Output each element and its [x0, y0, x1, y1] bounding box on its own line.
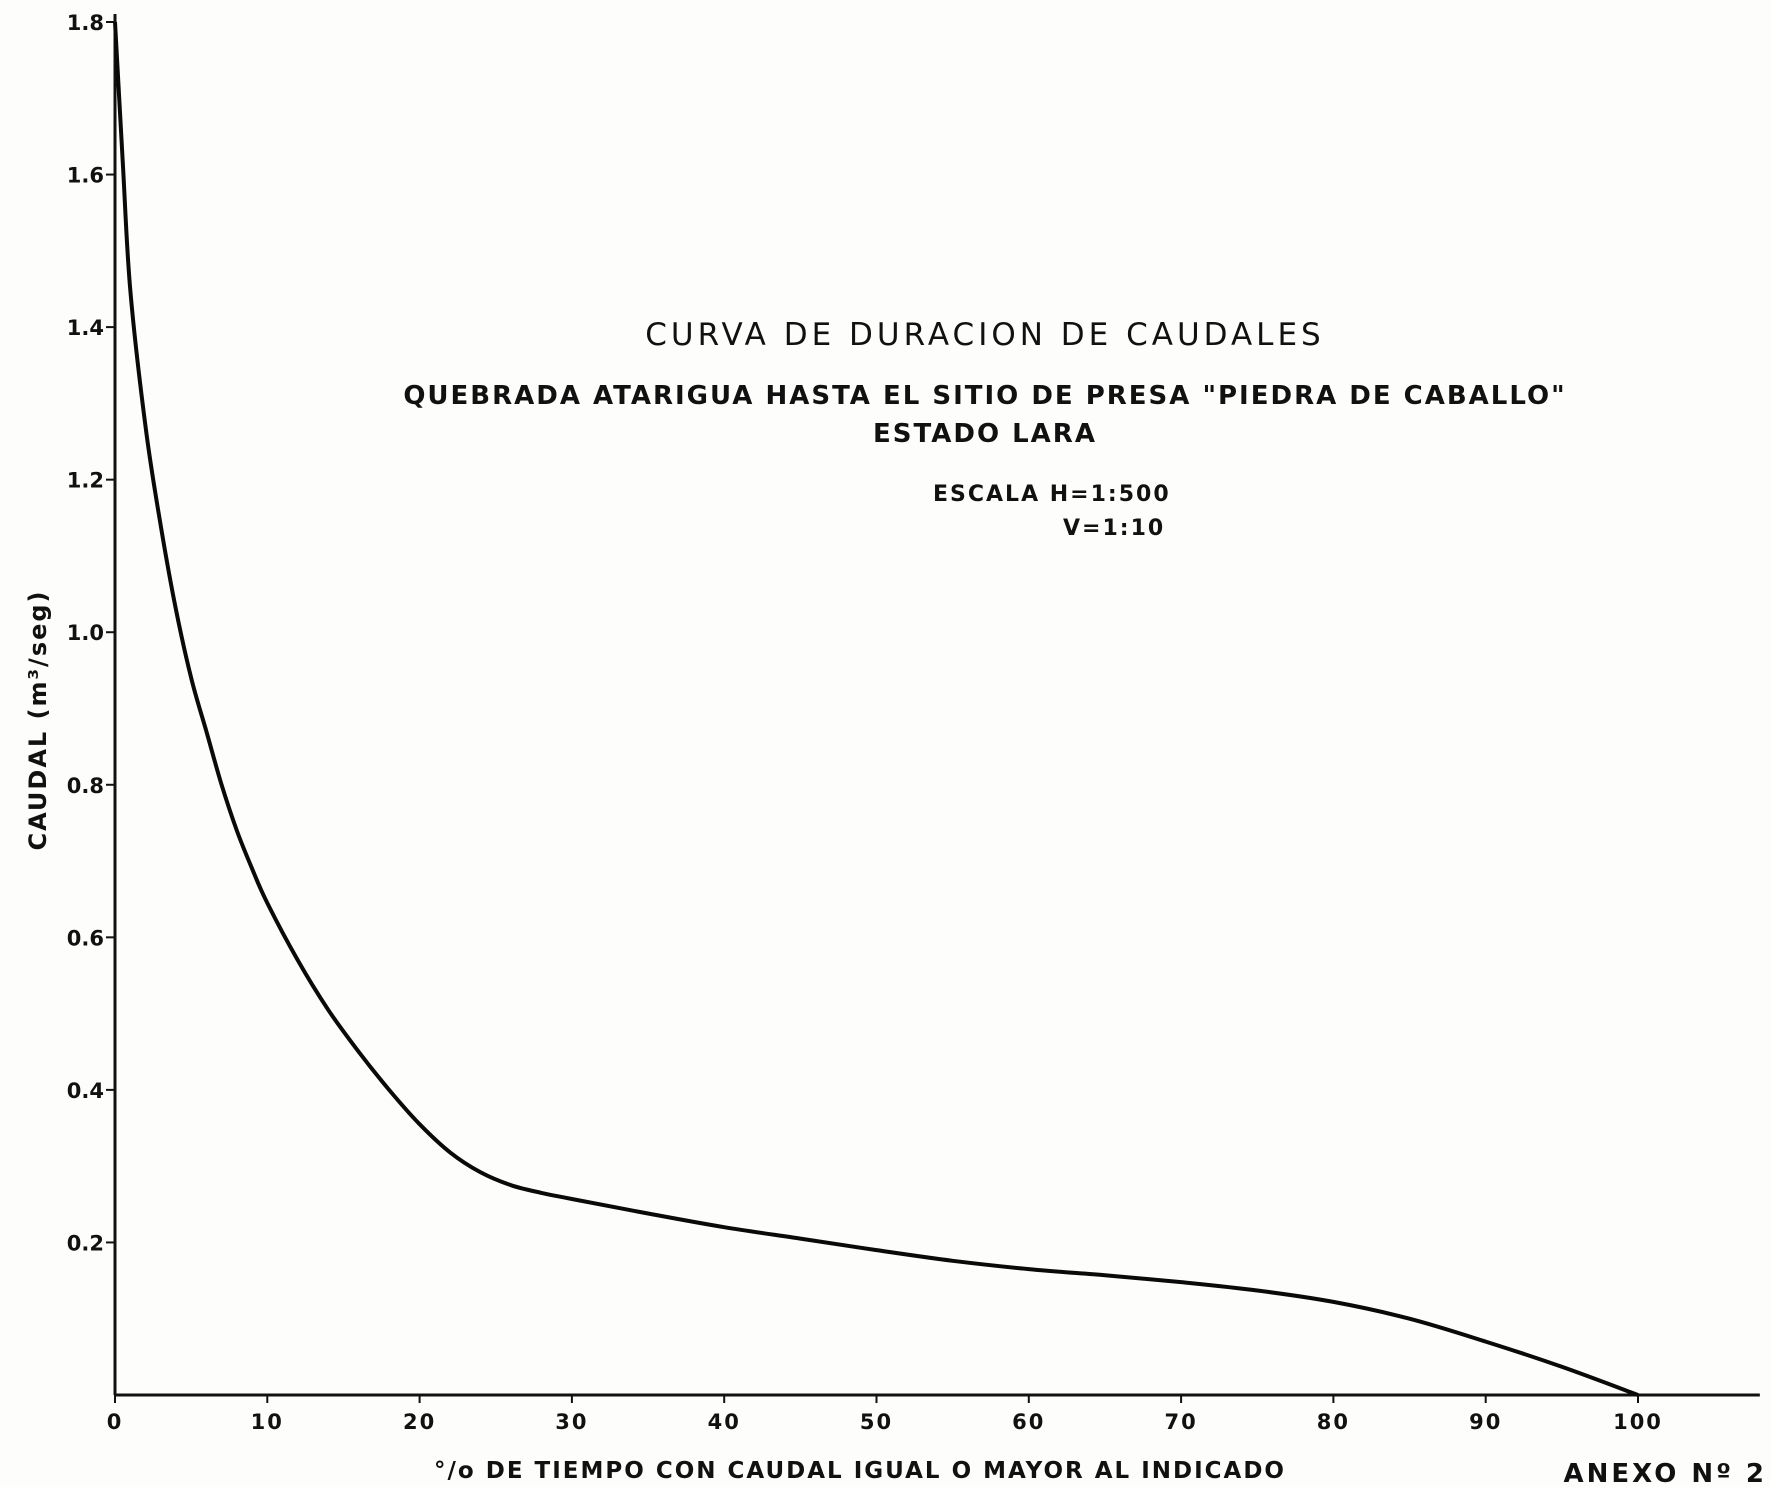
y-tick-label: 0.8 [67, 774, 104, 798]
x-tick-label: 50 [860, 1410, 893, 1434]
series-line-0 [113, 21, 1639, 1397]
chart-subtitle-line-2: ESTADO LARA [873, 419, 1097, 449]
x-tick-label: 10 [251, 1410, 284, 1434]
x-tick-label: 0 [107, 1410, 124, 1434]
y-tick-label: 0.4 [67, 1079, 104, 1103]
x-tick-label: 100 [1613, 1410, 1663, 1434]
series-group [113, 21, 1639, 1397]
x-tick-label: 60 [1012, 1410, 1045, 1434]
y-tick-label: 1.0 [67, 621, 104, 645]
y-tick-label: 0.2 [67, 1231, 104, 1255]
scale-label-v: V=1:10 [1063, 516, 1165, 541]
y-tick-label: 1.4 [67, 316, 104, 340]
x-tick-label: 40 [708, 1410, 741, 1434]
y-tick-label: 1.2 [67, 469, 104, 493]
y-tick-label: 1.8 [67, 11, 104, 35]
scale-label-h: ESCALA H=1:500 [933, 482, 1171, 507]
x-tick-label: 90 [1469, 1410, 1502, 1434]
axis-ticks: 0 10 20 30 40 50 60 70 80 90 100 0.2 0.4 0.6 0.8 1.0 1.2… [67, 11, 1663, 1434]
x-tick-label: 80 [1317, 1410, 1350, 1434]
x-tick-label: 70 [1164, 1410, 1197, 1434]
x-tick-label: 30 [555, 1410, 588, 1434]
annex-label: ANEXO Nº 2 [1564, 1459, 1767, 1487]
chart-subtitle-line-1: QUEBRADA ATARIGUA HASTA EL SITIO DE PRES… [403, 381, 1566, 411]
y-axis-label: CAUDAL (m³/seg) [24, 589, 52, 850]
x-axis-label: °/o DE TIEMPO CON CAUDAL IGUAL O MAYOR A… [434, 1458, 1286, 1484]
chart-title: CURVA DE DURACION DE CAUDALES [645, 317, 1324, 353]
y-tick-label: 0.6 [67, 926, 104, 950]
x-tick-label: 20 [403, 1410, 436, 1434]
y-tick-label: 1.6 [67, 164, 104, 188]
